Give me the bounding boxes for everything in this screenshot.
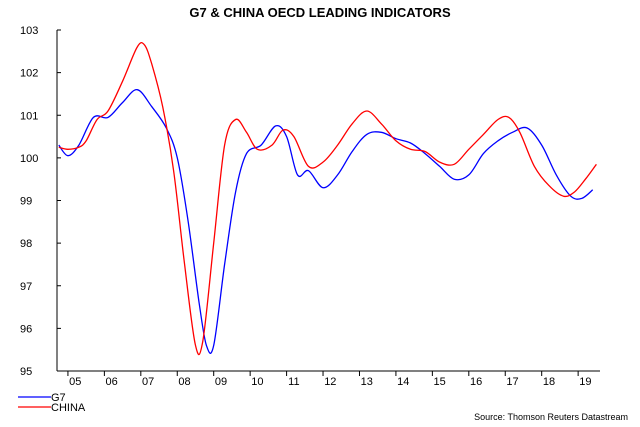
chart-title: G7 & CHINA OECD LEADING INDICATORS: [189, 5, 451, 20]
x-tick-label: 15: [434, 376, 446, 388]
y-tick-label: 96: [20, 323, 32, 335]
y-tick-label: 101: [20, 110, 38, 122]
source-note: Source: Thomson Reuters Datastream: [474, 412, 628, 422]
y-tick-label: 103: [20, 25, 38, 37]
y-tick-label: 102: [20, 68, 38, 80]
x-tick-label: 11: [288, 376, 299, 388]
y-tick-label: 99: [20, 196, 32, 208]
x-tick-label: 06: [106, 376, 118, 388]
series-line-g7: [58, 89, 594, 354]
x-tick-label: 07: [142, 376, 154, 388]
x-tick-label: 10: [251, 376, 263, 388]
x-tick-label: 17: [506, 376, 518, 388]
x-tick-label: 16: [470, 376, 482, 388]
legend: G7 CHINA: [18, 392, 86, 414]
x-tick-label: 13: [361, 376, 373, 388]
legend-label-china: CHINA: [51, 402, 86, 414]
x-tick-label: 18: [543, 376, 555, 388]
y-tick-label: 95: [20, 366, 32, 378]
plot-area: [58, 42, 597, 356]
x-tick-label: 12: [324, 376, 336, 388]
y-tick-label: 98: [20, 238, 32, 250]
x-tick-label: 08: [178, 376, 190, 388]
series-line-china: [58, 42, 597, 356]
y-axis: 95 96 97 98 99 100 101 102 103: [20, 25, 61, 378]
x-tick-label: 19: [579, 376, 591, 388]
y-tick-label: 100: [20, 153, 38, 165]
legend-label-g7: G7: [51, 392, 66, 404]
x-axis: 05 06 07 08 09 10 11 12 13 14 15 16 17 18 19: [57, 370, 600, 388]
x-tick-label: 14: [397, 376, 409, 388]
y-tick-label: 97: [20, 281, 32, 293]
x-tick-label: 09: [215, 376, 227, 388]
x-tick-label: 05: [69, 376, 81, 388]
